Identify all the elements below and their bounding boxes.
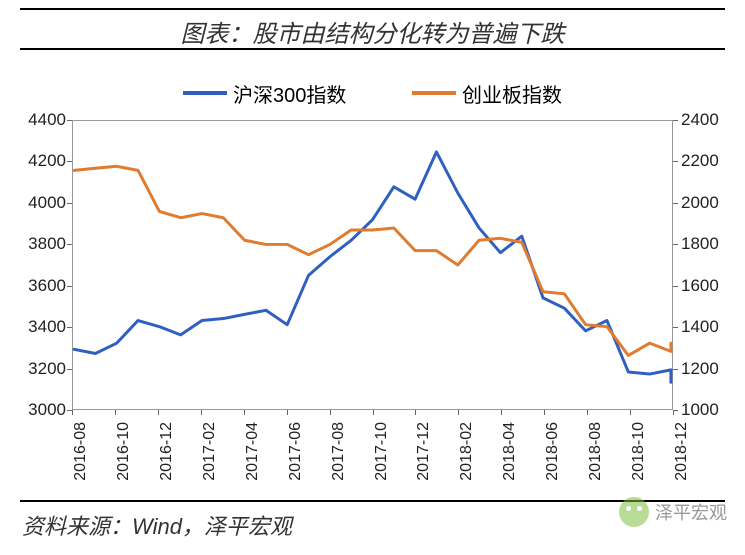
- tickmark-right: [673, 286, 678, 287]
- tickmark-bottom: [158, 410, 159, 415]
- ytick-left: 3400: [20, 317, 66, 337]
- tickmark-left: [67, 327, 72, 328]
- legend: 沪深300指数 创业板指数: [0, 78, 745, 108]
- ytick-right: 1000: [681, 400, 719, 420]
- tickmark-bottom: [244, 410, 245, 415]
- tickmark-bottom: [415, 410, 416, 415]
- xtick-label: 2016-08: [72, 422, 90, 482]
- tickmark-bottom: [287, 410, 288, 415]
- xtick-label: 2017-04: [244, 422, 262, 482]
- ytick-left: 4200: [20, 151, 66, 171]
- xtick-label: 2018-04: [501, 422, 519, 482]
- ytick-right: 1400: [681, 317, 719, 337]
- tickmark-bottom: [544, 410, 545, 415]
- ytick-left: 4000: [20, 193, 66, 213]
- tickmark-bottom: [673, 410, 674, 415]
- tickmark-bottom: [72, 410, 73, 415]
- tickmark-bottom: [330, 410, 331, 415]
- tickmark-left: [67, 369, 72, 370]
- tickmark-left: [67, 244, 72, 245]
- watermark: 泽平宏观: [619, 497, 727, 527]
- xtick-label: 2017-10: [373, 422, 391, 482]
- chart-area: 3000 3200 3400 3600 3800 4000 4200 4400 1000 1200…: [20, 110, 725, 480]
- ytick-left: 4400: [20, 110, 66, 130]
- wechat-icon: [619, 497, 649, 527]
- tickmark-left: [67, 203, 72, 204]
- xtick-label: 2017-12: [415, 422, 433, 482]
- title-top-rule: [20, 8, 725, 10]
- ytick-left: 3200: [20, 359, 66, 379]
- tickmark-left: [67, 120, 72, 121]
- xtick-label: 2018-08: [587, 422, 605, 482]
- ytick-right: 1800: [681, 234, 719, 254]
- tickmark-right: [673, 203, 678, 204]
- xtick-label: 2018-06: [544, 422, 562, 482]
- tickmark-right: [673, 120, 678, 121]
- xtick-label: 2017-08: [330, 422, 348, 482]
- legend-item-chinext: 创业板指数: [412, 79, 562, 108]
- tickmark-right: [673, 327, 678, 328]
- ytick-left: 3600: [20, 276, 66, 296]
- xtick-label: 2016-10: [115, 422, 133, 482]
- watermark-text: 泽平宏观: [655, 499, 727, 525]
- line-canvas: [73, 121, 672, 409]
- tickmark-left: [67, 161, 72, 162]
- title-bottom-rule: [20, 48, 725, 50]
- tickmark-bottom: [115, 410, 116, 415]
- ytick-left: 3800: [20, 234, 66, 254]
- tickmark-bottom: [501, 410, 502, 415]
- legend-item-csi300: 沪深300指数: [183, 79, 346, 108]
- xtick-label: 2018-10: [630, 422, 648, 482]
- xtick-label: 2018-12: [673, 422, 691, 482]
- tickmark-right: [673, 244, 678, 245]
- ytick-right: 2400: [681, 110, 719, 130]
- ytick-left: 3000: [20, 400, 66, 420]
- legend-label-chinext: 创业板指数: [462, 79, 562, 108]
- legend-label-csi300: 沪深300指数: [233, 79, 346, 108]
- tickmark-bottom: [458, 410, 459, 415]
- tickmark-bottom: [630, 410, 631, 415]
- tickmark-right: [673, 161, 678, 162]
- legend-swatch-csi300: [183, 91, 227, 95]
- xtick-label: 2018-02: [458, 422, 476, 482]
- ytick-right: 2200: [681, 151, 719, 171]
- plot-region: [72, 120, 673, 410]
- series-line: [74, 152, 671, 382]
- tickmark-bottom: [201, 410, 202, 415]
- tickmark-bottom: [373, 410, 374, 415]
- tickmark-right: [673, 369, 678, 370]
- xtick-label: 2016-12: [158, 422, 176, 482]
- legend-swatch-chinext: [412, 91, 456, 95]
- xtick-label: 2017-02: [201, 422, 219, 482]
- source-text: 资料来源：Wind，泽平宏观: [22, 509, 292, 541]
- ytick-right: 1200: [681, 359, 719, 379]
- chart-title: 图表：股市由结构分化转为普遍下跌: [0, 14, 745, 49]
- tickmark-left: [67, 286, 72, 287]
- ytick-right: 1600: [681, 276, 719, 296]
- xtick-label: 2017-06: [287, 422, 305, 482]
- tickmark-bottom: [587, 410, 588, 415]
- ytick-right: 2000: [681, 193, 719, 213]
